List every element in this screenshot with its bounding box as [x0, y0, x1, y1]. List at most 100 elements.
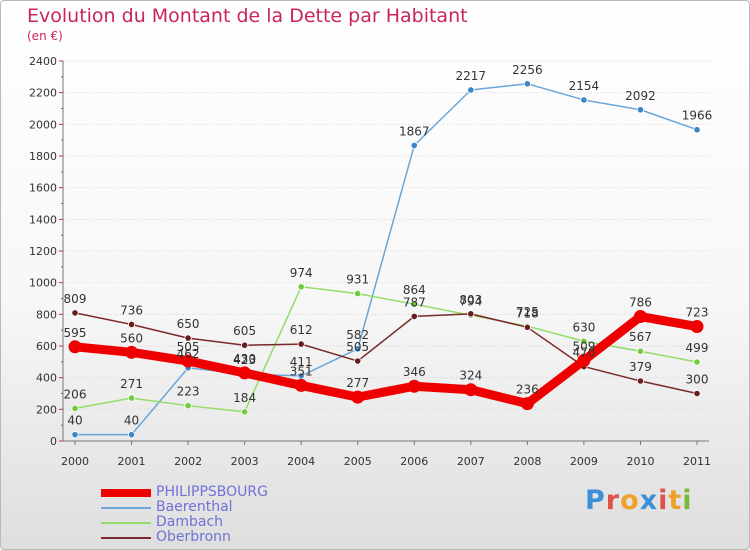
- data-label-philippsbourg: 430: [233, 352, 256, 366]
- data-point-dambach: [354, 289, 362, 298]
- data-point-dambach: [693, 358, 701, 366]
- data-label-philippsbourg: 505: [177, 340, 200, 354]
- y-tick-label: 2000: [29, 118, 57, 131]
- data-point-dambach: [297, 283, 305, 291]
- y-tick-label: 800: [36, 308, 57, 321]
- data-label-philippsbourg: 236: [516, 383, 539, 397]
- data-point-philippsbourg: [351, 390, 365, 404]
- logo-letter: P: [585, 485, 606, 516]
- data-label-philippsbourg: 595: [64, 326, 87, 340]
- data-point-baerenthal: [693, 126, 701, 134]
- data-point-philippsbourg: [238, 366, 252, 380]
- data-point-baerenthal: [467, 86, 475, 94]
- data-point-philippsbourg: [181, 354, 195, 368]
- data-label-dambach: 794: [459, 294, 482, 308]
- data-label-baerenthal: 411: [290, 355, 313, 369]
- data-label-philippsbourg: 351: [290, 364, 313, 378]
- y-tick-label: 1200: [29, 245, 57, 258]
- x-tick-label: 2002: [174, 455, 202, 468]
- data-point-oberbronn: [523, 323, 531, 331]
- series-line-philippsbourg: [70, 312, 702, 409]
- y-tick-label: 1800: [29, 150, 57, 163]
- data-label-baerenthal: 423: [233, 353, 256, 367]
- logo-letter: i: [682, 485, 693, 516]
- data-label-baerenthal: 2217: [456, 69, 487, 83]
- data-label-dambach: 206: [64, 387, 87, 401]
- data-point-dambach: [241, 408, 249, 416]
- legend-label: Oberbronn: [156, 529, 231, 545]
- data-label-dambach: 567: [629, 330, 652, 344]
- data-label-baerenthal: 2256: [512, 63, 543, 77]
- data-label-philippsbourg: 509: [572, 339, 595, 353]
- data-point-oberbronn: [184, 334, 192, 342]
- y-tick-label: 2400: [29, 55, 57, 68]
- x-tick-label: 2005: [344, 455, 372, 468]
- data-point-philippsbourg: [633, 310, 647, 324]
- y-tick-label: 2200: [29, 87, 57, 100]
- data-label-oberbronn: 379: [629, 360, 652, 374]
- data-point-oberbronn: [636, 377, 645, 385]
- proxiti-logo: Proxiti: [585, 485, 693, 516]
- x-tick-label: 2003: [231, 455, 259, 468]
- data-label-baerenthal: 40: [124, 414, 139, 428]
- logo-letter: i: [658, 485, 669, 516]
- data-point-oberbronn: [241, 341, 249, 349]
- data-point-dambach: [410, 300, 418, 308]
- data-label-oberbronn: 650: [177, 317, 200, 331]
- data-label-oberbronn: 300: [686, 373, 709, 387]
- data-point-philippsbourg: [690, 320, 704, 334]
- y-tick-label: 1600: [29, 182, 57, 195]
- data-label-philippsbourg: 560: [120, 331, 143, 345]
- data-point-baerenthal: [410, 141, 418, 149]
- logo-letter: r: [605, 485, 621, 516]
- y-tick-label: 600: [36, 340, 57, 353]
- data-label-philippsbourg: 277: [346, 376, 369, 390]
- legend-swatch: [101, 537, 151, 539]
- legend-swatch: [101, 522, 151, 524]
- data-label-oberbronn: 718: [516, 306, 539, 320]
- data-label-dambach: 499: [686, 341, 709, 355]
- data-label-baerenthal: 2154: [569, 79, 600, 93]
- data-point-oberbronn: [693, 389, 701, 398]
- data-label-baerenthal: 582: [346, 328, 369, 342]
- chart-unit: (en €): [27, 29, 63, 43]
- data-label-philippsbourg: 346: [403, 365, 426, 379]
- y-tick-label: 0: [50, 435, 57, 448]
- data-label-oberbronn: 809: [64, 292, 87, 306]
- legend-label: PHILIPPSBOURG: [156, 484, 268, 500]
- data-label-oberbronn: 470: [572, 346, 595, 360]
- y-tick-label: 1400: [29, 213, 57, 226]
- x-tick-label: 2010: [626, 455, 654, 468]
- data-label-oberbronn: 612: [290, 323, 313, 337]
- data-label-oberbronn: 787: [403, 295, 426, 309]
- data-label-baerenthal: 2092: [625, 89, 656, 103]
- y-tick-label: 400: [36, 372, 57, 385]
- legend-swatch: [101, 489, 151, 497]
- data-label-oberbronn: 605: [233, 324, 256, 338]
- x-tick-label: 2007: [457, 455, 485, 468]
- chart-title: Evolution du Montant de la Dette par Hab…: [27, 5, 468, 27]
- data-label-baerenthal: 462: [177, 347, 200, 361]
- x-tick-label: 2000: [61, 455, 89, 468]
- data-label-dambach: 725: [516, 305, 539, 319]
- series-line-dambach: [74, 286, 698, 413]
- x-tick-label: 2009: [570, 455, 598, 468]
- data-point-philippsbourg: [294, 378, 308, 392]
- data-label-baerenthal: 1867: [399, 124, 430, 138]
- data-point-baerenthal: [127, 431, 136, 439]
- data-point-dambach: [71, 404, 79, 412]
- data-point-oberbronn: [467, 310, 475, 318]
- legend-label: Dambach: [156, 514, 224, 530]
- data-point-oberbronn: [127, 320, 136, 329]
- data-point-philippsbourg: [68, 340, 82, 354]
- data-label-dambach: 184: [233, 391, 256, 405]
- data-label-dambach: 223: [177, 385, 200, 399]
- data-point-baerenthal: [523, 80, 531, 88]
- data-label-oberbronn: 505: [346, 340, 369, 354]
- data-point-philippsbourg: [464, 383, 478, 397]
- x-tick-label: 2006: [400, 455, 428, 468]
- logo-letter: t: [668, 485, 683, 516]
- data-label-oberbronn: 803: [459, 293, 482, 307]
